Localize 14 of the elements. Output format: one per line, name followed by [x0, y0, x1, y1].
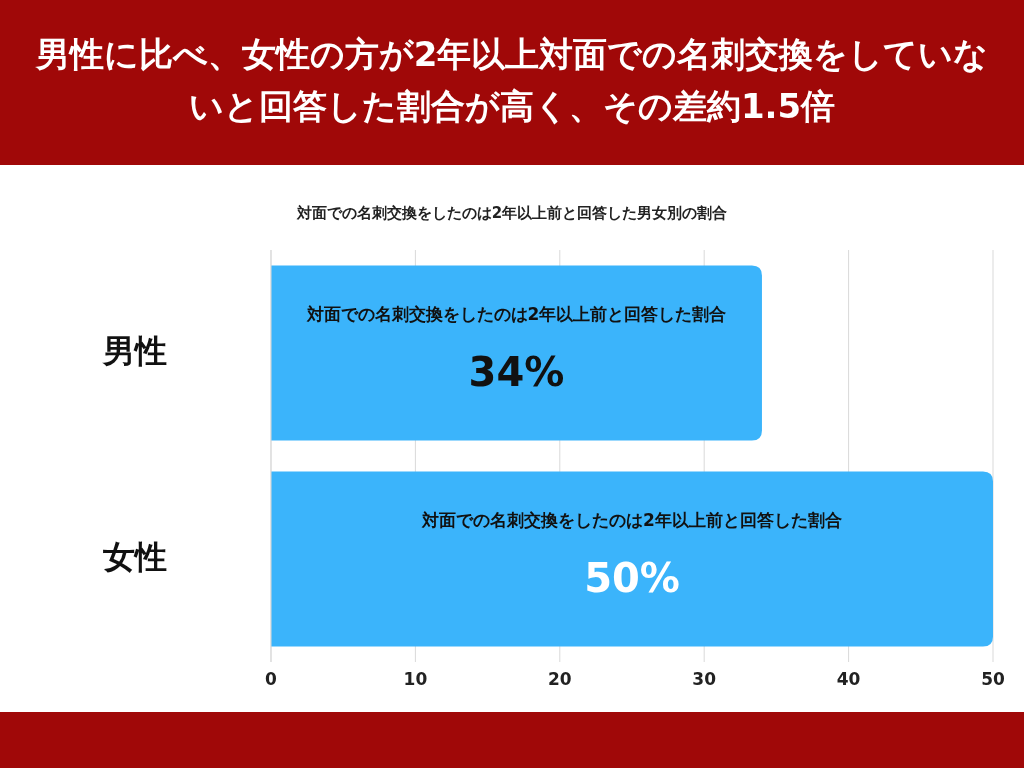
- x-tick-label: 50: [981, 669, 1005, 689]
- x-tick-label: 10: [403, 669, 428, 689]
- text: 対面での名刺交換をしたのは2年以上前と回答した割合: [422, 510, 842, 530]
- series-label: 対面での名刺交換をしたのは2年以上前と回答した割合: [305, 304, 727, 324]
- x-tick-label: 0: [265, 669, 278, 689]
- data-label: 50%: [584, 555, 680, 601]
- x-tick-label: 20: [547, 669, 572, 689]
- x-tick-label: 30: [692, 669, 717, 689]
- y-tick-label: 男性: [102, 332, 167, 370]
- chart-title: 男性に比べ、女性の方が2年以上対面での名刺交換をしていないと回答した割合が高く、その差約1.5倍: [34, 33, 989, 126]
- chart-subtitle: 対面での名刺交換をしたのは2年以上前と回答した男女別の割合: [295, 203, 728, 222]
- y-tick-label: 女性: [102, 538, 167, 576]
- x-tick-label: 40: [836, 669, 861, 689]
- data-label: 34%: [468, 349, 565, 395]
